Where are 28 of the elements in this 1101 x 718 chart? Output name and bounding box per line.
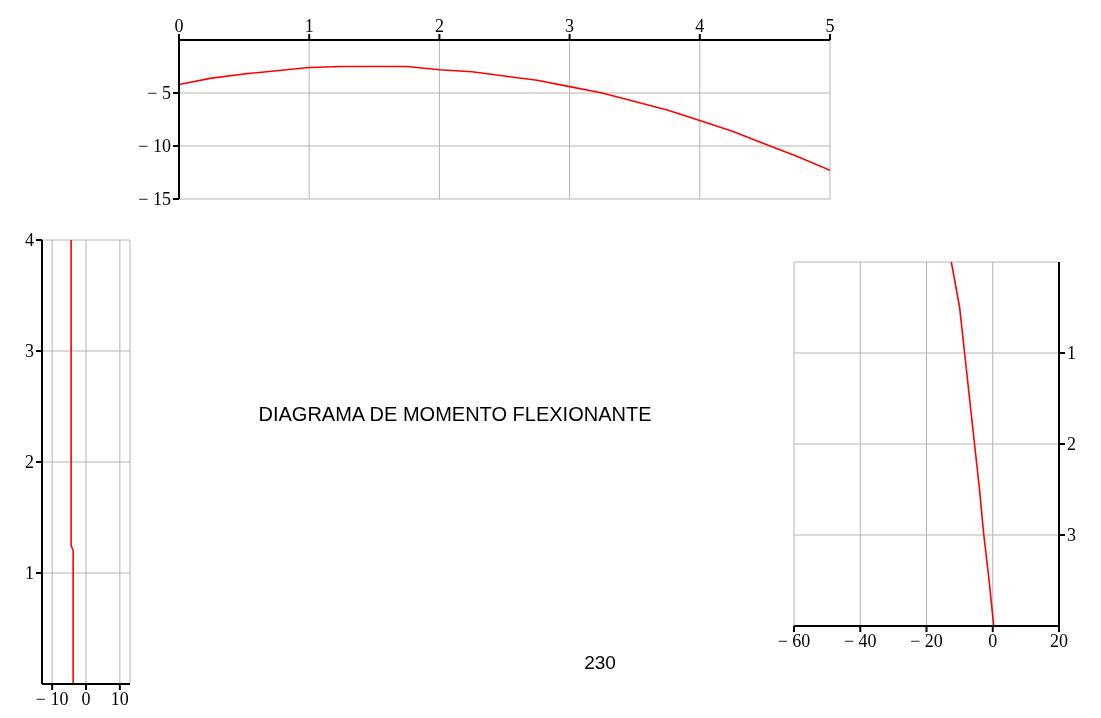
y-tick-label: 1 [1067, 343, 1076, 364]
text: DIAGRAMA DE MOMENTO FLEXIONANTE [257, 403, 653, 426]
y-tick-label: 4 [25, 230, 34, 251]
x-tick-label: 1 [304, 16, 314, 36]
y-tick-label: 1 [25, 563, 34, 584]
x-tick-label: 10 [110, 688, 129, 709]
x-tick-label: 20 [1050, 630, 1068, 651]
line-series [70, 240, 74, 684]
line-series [950, 262, 995, 626]
x-tick-label: 0 [81, 688, 91, 709]
y-tick-label: 3 [25, 341, 34, 362]
x-tick-label: 4 [695, 16, 705, 36]
x-tick-label: 0 [988, 630, 998, 651]
x-tick-label: 0 [174, 16, 184, 36]
x-tick-label: 3 [565, 16, 575, 36]
line-series [179, 65, 830, 172]
text: 230 [583, 652, 617, 674]
x-tick-label: − 60 [777, 630, 811, 651]
y-tick-label: − 15 [138, 189, 171, 210]
x-tick-label: − 20 [910, 630, 943, 651]
y-tick-label: − 5 [147, 83, 171, 104]
y-tick-label: 2 [25, 452, 34, 473]
x-tick-label: − 40 [843, 630, 877, 651]
x-tick-label: 2 [434, 16, 444, 36]
y-tick-label: 2 [1067, 434, 1076, 455]
y-tick-label: − 10 [138, 136, 171, 157]
x-tick-label: 5 [825, 16, 835, 36]
y-tick-label: 3 [1067, 525, 1076, 546]
